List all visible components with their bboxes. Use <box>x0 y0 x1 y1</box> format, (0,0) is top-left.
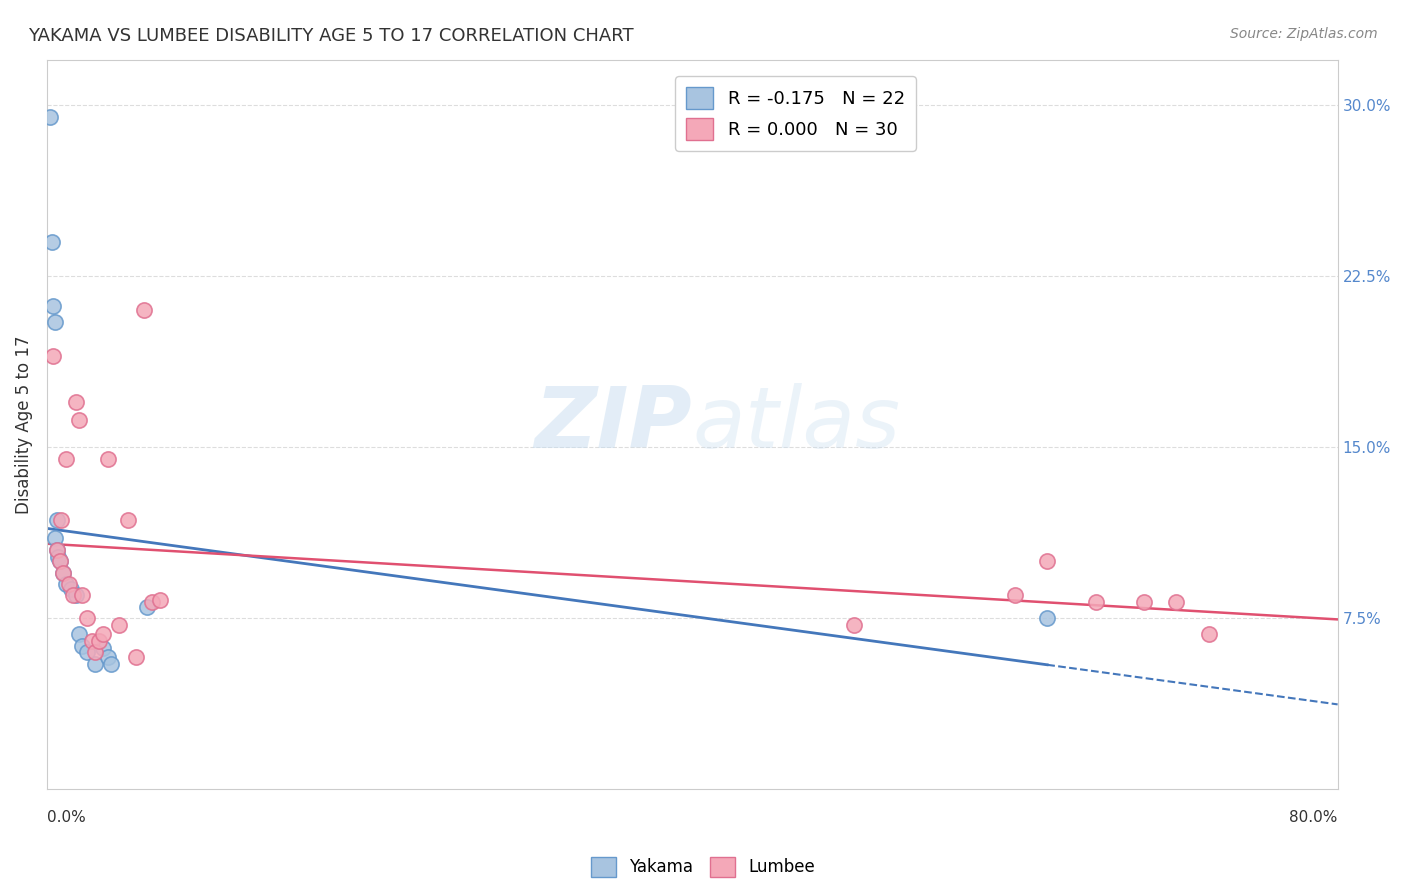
Text: YAKAMA VS LUMBEE DISABILITY AGE 5 TO 17 CORRELATION CHART: YAKAMA VS LUMBEE DISABILITY AGE 5 TO 17 … <box>28 27 634 45</box>
Point <box>1004 589 1026 603</box>
Point <box>62 589 84 603</box>
Point <box>49 554 72 568</box>
Point <box>1166 595 1188 609</box>
Point <box>44 315 66 329</box>
Point <box>65 589 87 603</box>
Point <box>42 299 65 313</box>
Point <box>41 235 63 249</box>
Point <box>1036 611 1059 625</box>
Point <box>72 589 94 603</box>
Point <box>45 513 67 527</box>
Point <box>52 566 75 580</box>
Point <box>97 451 120 466</box>
Point <box>60 582 83 596</box>
Point <box>84 657 107 671</box>
Point <box>39 110 62 124</box>
Legend: R = -0.175   N = 22, R = 0.000   N = 30: R = -0.175 N = 22, R = 0.000 N = 30 <box>675 76 915 151</box>
Point <box>87 634 110 648</box>
Point <box>52 566 75 580</box>
Text: atlas: atlas <box>692 383 900 466</box>
Point <box>55 577 77 591</box>
Point <box>100 657 122 671</box>
Point <box>67 627 90 641</box>
Point <box>51 513 73 527</box>
Point <box>44 532 66 546</box>
Point <box>842 618 865 632</box>
Point <box>46 549 69 564</box>
Point <box>58 577 80 591</box>
Y-axis label: Disability Age 5 to 17: Disability Age 5 to 17 <box>15 335 32 514</box>
Point <box>1198 627 1220 641</box>
Point <box>84 645 107 659</box>
Point <box>1133 595 1156 609</box>
Point <box>1036 554 1059 568</box>
Point <box>149 593 172 607</box>
Point <box>135 599 157 614</box>
Point <box>93 640 115 655</box>
Point <box>108 618 131 632</box>
Point <box>72 639 94 653</box>
Point <box>49 554 72 568</box>
Text: 80.0%: 80.0% <box>1289 810 1337 825</box>
Text: Source: ZipAtlas.com: Source: ZipAtlas.com <box>1230 27 1378 41</box>
Point <box>55 451 77 466</box>
Point <box>1084 595 1107 609</box>
Point <box>45 542 67 557</box>
Point <box>76 645 98 659</box>
Point <box>97 650 120 665</box>
Text: ZIP: ZIP <box>534 383 692 466</box>
Point <box>45 542 67 557</box>
Text: 0.0%: 0.0% <box>46 810 86 825</box>
Point <box>65 394 87 409</box>
Point <box>93 627 115 641</box>
Point <box>132 303 155 318</box>
Point <box>42 349 65 363</box>
Point <box>124 650 146 665</box>
Point <box>117 513 139 527</box>
Point <box>80 634 103 648</box>
Point <box>76 611 98 625</box>
Point <box>141 595 163 609</box>
Legend: Yakama, Lumbee: Yakama, Lumbee <box>585 850 821 884</box>
Point <box>67 413 90 427</box>
